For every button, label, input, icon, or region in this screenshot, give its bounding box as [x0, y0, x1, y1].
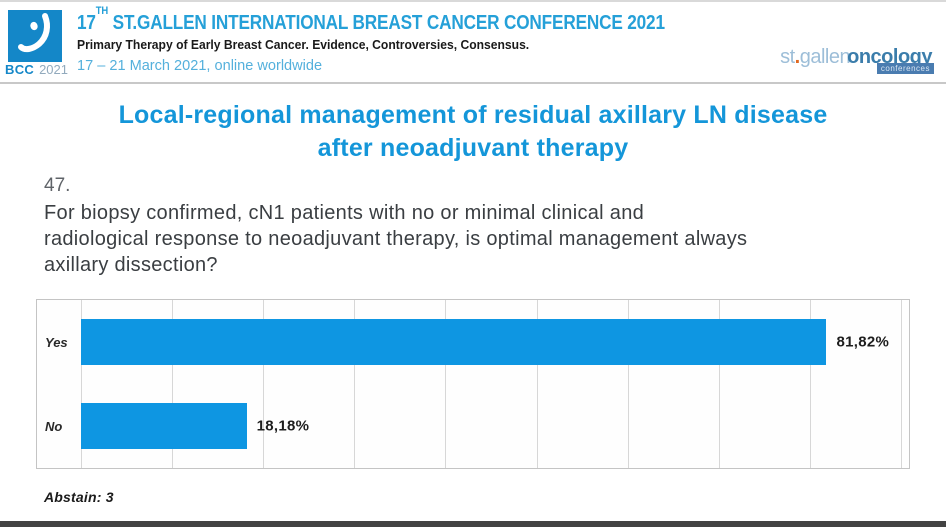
conference-title-ordinal: TH — [95, 5, 109, 18]
bcc-logo-drop-icon — [18, 13, 50, 53]
bar: 81,82% — [81, 319, 889, 365]
header-separator-line — [0, 82, 946, 84]
gridline — [263, 300, 265, 468]
value-label: 18,18% — [256, 417, 310, 435]
bar: 18,18% — [81, 403, 309, 449]
bar-track: 81,82% — [81, 300, 901, 384]
bcc-logo — [8, 10, 62, 62]
conference-title-number: 17 — [77, 12, 96, 34]
question-number: 47. — [44, 175, 71, 196]
question-block: 47. For biopsy confirmed, cN1 patients w… — [44, 175, 914, 278]
gridline — [536, 300, 538, 468]
question-line: radiological response to neoadjuvant the… — [44, 228, 748, 250]
slide-title: Local-regional management of residual ax… — [0, 99, 946, 165]
slide-title-line2: after neoadjuvant therapy — [317, 134, 629, 162]
poll-bar-chart: Yes 81,82% No 18,18% — [36, 299, 910, 469]
chart-rows: Yes 81,82% No 18,18% — [37, 300, 901, 468]
gridline — [445, 300, 447, 468]
conference-title: 17TH ST.GALLEN INTERNATIONAL BREAST CANC… — [77, 5, 665, 35]
stgallen-logo-oncology: oncology — [847, 46, 932, 68]
chart-row: No 18,18% — [37, 384, 901, 468]
gridline — [718, 300, 720, 468]
conference-subtitle: Primary Therapy of Early Breast Cancer. … — [77, 38, 530, 52]
top-edge-line — [0, 0, 946, 2]
conference-dates: 17 – 21 March 2021, online worldwide — [77, 57, 323, 74]
question-line: axillary dissection? — [44, 254, 218, 276]
stgallen-oncology-logo: st.gallenoncology conferences — [780, 46, 934, 78]
gridline — [354, 300, 356, 468]
stgallen-logo-dot: . — [794, 46, 801, 68]
bcc-logo-caption: BCC 2021 — [5, 62, 71, 77]
gridline — [901, 300, 902, 468]
conferences-badge: conferences — [876, 63, 934, 74]
slide-title-line1: Local-regional management of residual ax… — [118, 101, 828, 129]
header-text-block: 17TH ST.GALLEN INTERNATIONAL BREAST CANC… — [77, 5, 761, 74]
stgallen-logo-gallen: gallen — [799, 46, 851, 68]
chart-row: Yes 81,82% — [37, 300, 901, 384]
gridline — [81, 300, 82, 468]
bcc-year: 2021 — [39, 62, 68, 77]
category-label: No — [45, 418, 63, 434]
gridline — [172, 300, 174, 468]
bar-track: 18,18% — [81, 384, 901, 468]
category-label: Yes — [45, 334, 68, 350]
question-text: For biopsy confirmed, cN1 patients with … — [44, 200, 914, 278]
abstain-note: Abstain: 3 — [44, 489, 114, 505]
gridline — [627, 300, 629, 468]
value-label: 81,82% — [836, 333, 890, 351]
bottom-edge-bar — [0, 521, 946, 527]
conference-title-rest: ST.GALLEN INTERNATIONAL BREAST CANCER CO… — [112, 12, 665, 34]
bcc-text: BCC — [5, 62, 35, 77]
question-line: For biopsy confirmed, cN1 patients with … — [44, 202, 645, 224]
gridline — [809, 300, 811, 468]
chart-gridlines — [81, 300, 902, 468]
stgallen-logo-st: st — [780, 46, 795, 68]
